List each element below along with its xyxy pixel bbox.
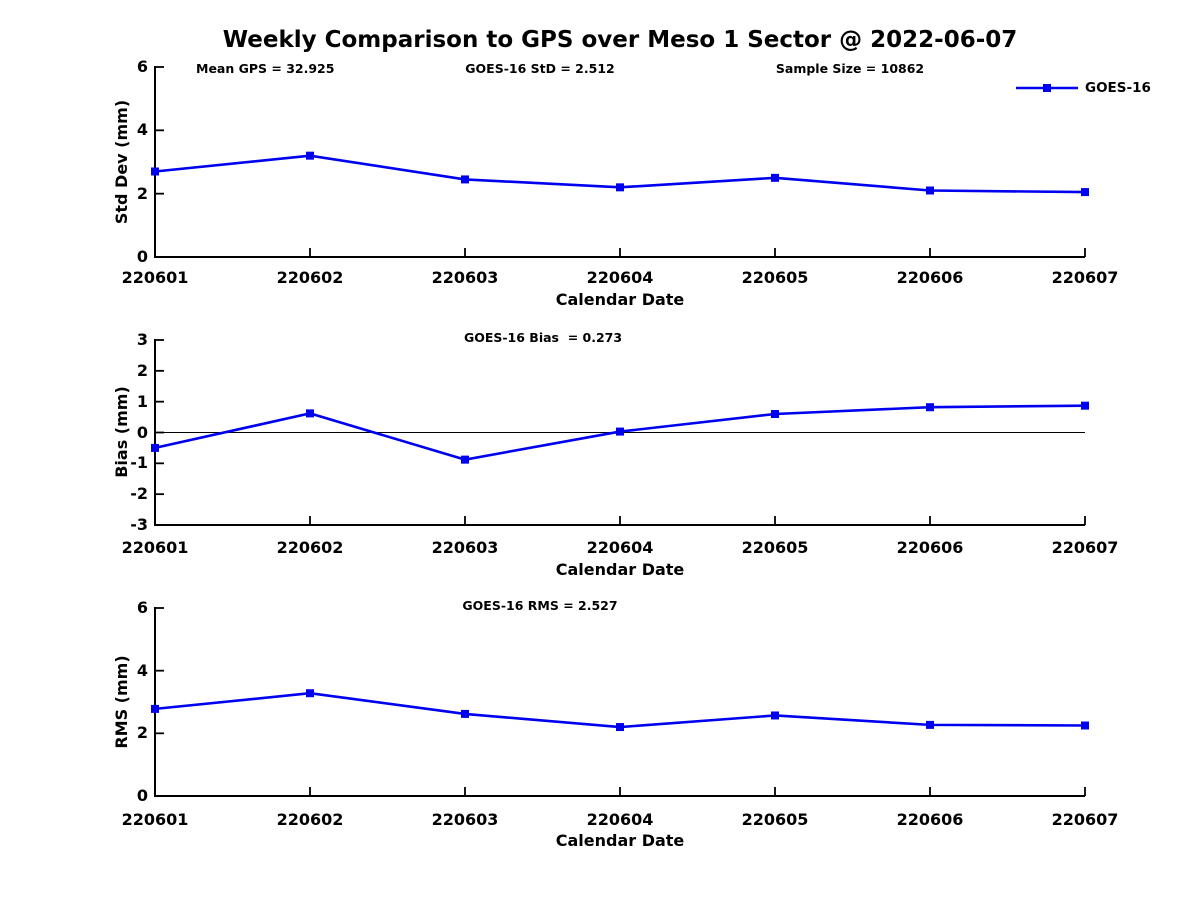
series-marker xyxy=(306,689,314,698)
series-marker xyxy=(926,186,934,195)
xtick-label: 220607 xyxy=(1051,538,1119,557)
xtick-label: 220605 xyxy=(741,538,809,557)
series-marker xyxy=(616,427,624,436)
legend-marker-sample xyxy=(1043,84,1051,92)
xtick-label: 220606 xyxy=(896,538,964,557)
xtick-label: 220602 xyxy=(276,538,344,557)
y-axis-title-rms: RMS (mm) xyxy=(112,655,131,749)
ytick-label: 1 xyxy=(136,392,148,411)
series-line-goes-16 xyxy=(154,691,1086,729)
series-marker xyxy=(151,443,159,452)
series-marker xyxy=(616,183,624,192)
ytick-label: 0 xyxy=(136,247,148,266)
ytick-label: 2 xyxy=(136,184,148,203)
ytick-label: 2 xyxy=(136,361,148,380)
series-marker xyxy=(771,711,779,720)
xtick-label: 220604 xyxy=(586,268,654,287)
series-marker xyxy=(771,173,779,182)
series-marker xyxy=(461,455,469,464)
ytick-label: 6 xyxy=(136,598,148,617)
xtick-label: 220601 xyxy=(121,268,189,287)
ytick-label: 4 xyxy=(136,661,148,680)
xtick-label: 220602 xyxy=(276,268,344,287)
page-title: Weekly Comparison to GPS over Meso 1 Sec… xyxy=(222,27,1018,53)
axes-spines xyxy=(154,607,1085,797)
xtick-label: 220606 xyxy=(896,268,964,287)
x-axis-title: Calendar Date xyxy=(555,831,685,850)
y-axis-title-stddev: Std Dev (mm) xyxy=(112,99,131,225)
series-marker xyxy=(1081,401,1089,410)
series-marker xyxy=(926,403,934,412)
ytick-label: -1 xyxy=(130,453,148,472)
xtick-label: 220605 xyxy=(741,810,809,829)
series-marker xyxy=(461,709,469,718)
annotation-goes16-rms: GOES-16 RMS = 2.527 xyxy=(462,598,618,613)
axes-spines xyxy=(154,66,1085,258)
series-marker xyxy=(1081,188,1089,197)
series-marker xyxy=(461,175,469,184)
ytick-label: 3 xyxy=(136,330,148,349)
ytick-label: 4 xyxy=(136,120,148,139)
series-marker xyxy=(926,720,934,729)
xtick-label: 220607 xyxy=(1051,810,1119,829)
xtick-label: 220604 xyxy=(586,538,654,557)
ytick-label: -3 xyxy=(130,515,148,534)
ytick-label: 6 xyxy=(136,57,148,76)
series-marker xyxy=(306,409,314,418)
series-marker xyxy=(306,151,314,160)
xtick-label: 220603 xyxy=(431,538,499,557)
xtick-label: 220602 xyxy=(276,810,344,829)
xtick-label: 220605 xyxy=(741,268,809,287)
xtick-label: 220603 xyxy=(431,810,499,829)
xtick-label: 220603 xyxy=(431,268,499,287)
x-axis-title: Calendar Date xyxy=(555,290,685,309)
series-marker xyxy=(771,410,779,418)
legend-label-goes16: GOES-16 xyxy=(1085,80,1151,96)
ytick-label: 0 xyxy=(136,786,148,805)
series-marker xyxy=(151,704,159,713)
xtick-label: 220601 xyxy=(121,810,189,829)
xtick-label: 220601 xyxy=(121,538,189,557)
ytick-label: 0 xyxy=(136,423,148,442)
ytick-label: -2 xyxy=(130,484,148,503)
xtick-label: 220604 xyxy=(586,810,654,829)
xtick-label: 220606 xyxy=(896,810,964,829)
annotation-mean-gps: Mean GPS = 32.925 xyxy=(196,61,335,76)
x-axis-title: Calendar Date xyxy=(555,560,685,579)
series-marker xyxy=(616,723,624,732)
ytick-label: 2 xyxy=(136,723,148,742)
annotation-goes16-std: GOES-16 StD = 2.512 xyxy=(465,61,615,76)
series-marker xyxy=(1081,721,1089,730)
xtick-label: 220607 xyxy=(1051,268,1119,287)
annotation-goes16-bias: GOES-16 Bias = 0.273 xyxy=(463,330,623,345)
annotation-sample-size: Sample Size = 10862 xyxy=(775,61,925,76)
series-marker xyxy=(151,167,159,176)
